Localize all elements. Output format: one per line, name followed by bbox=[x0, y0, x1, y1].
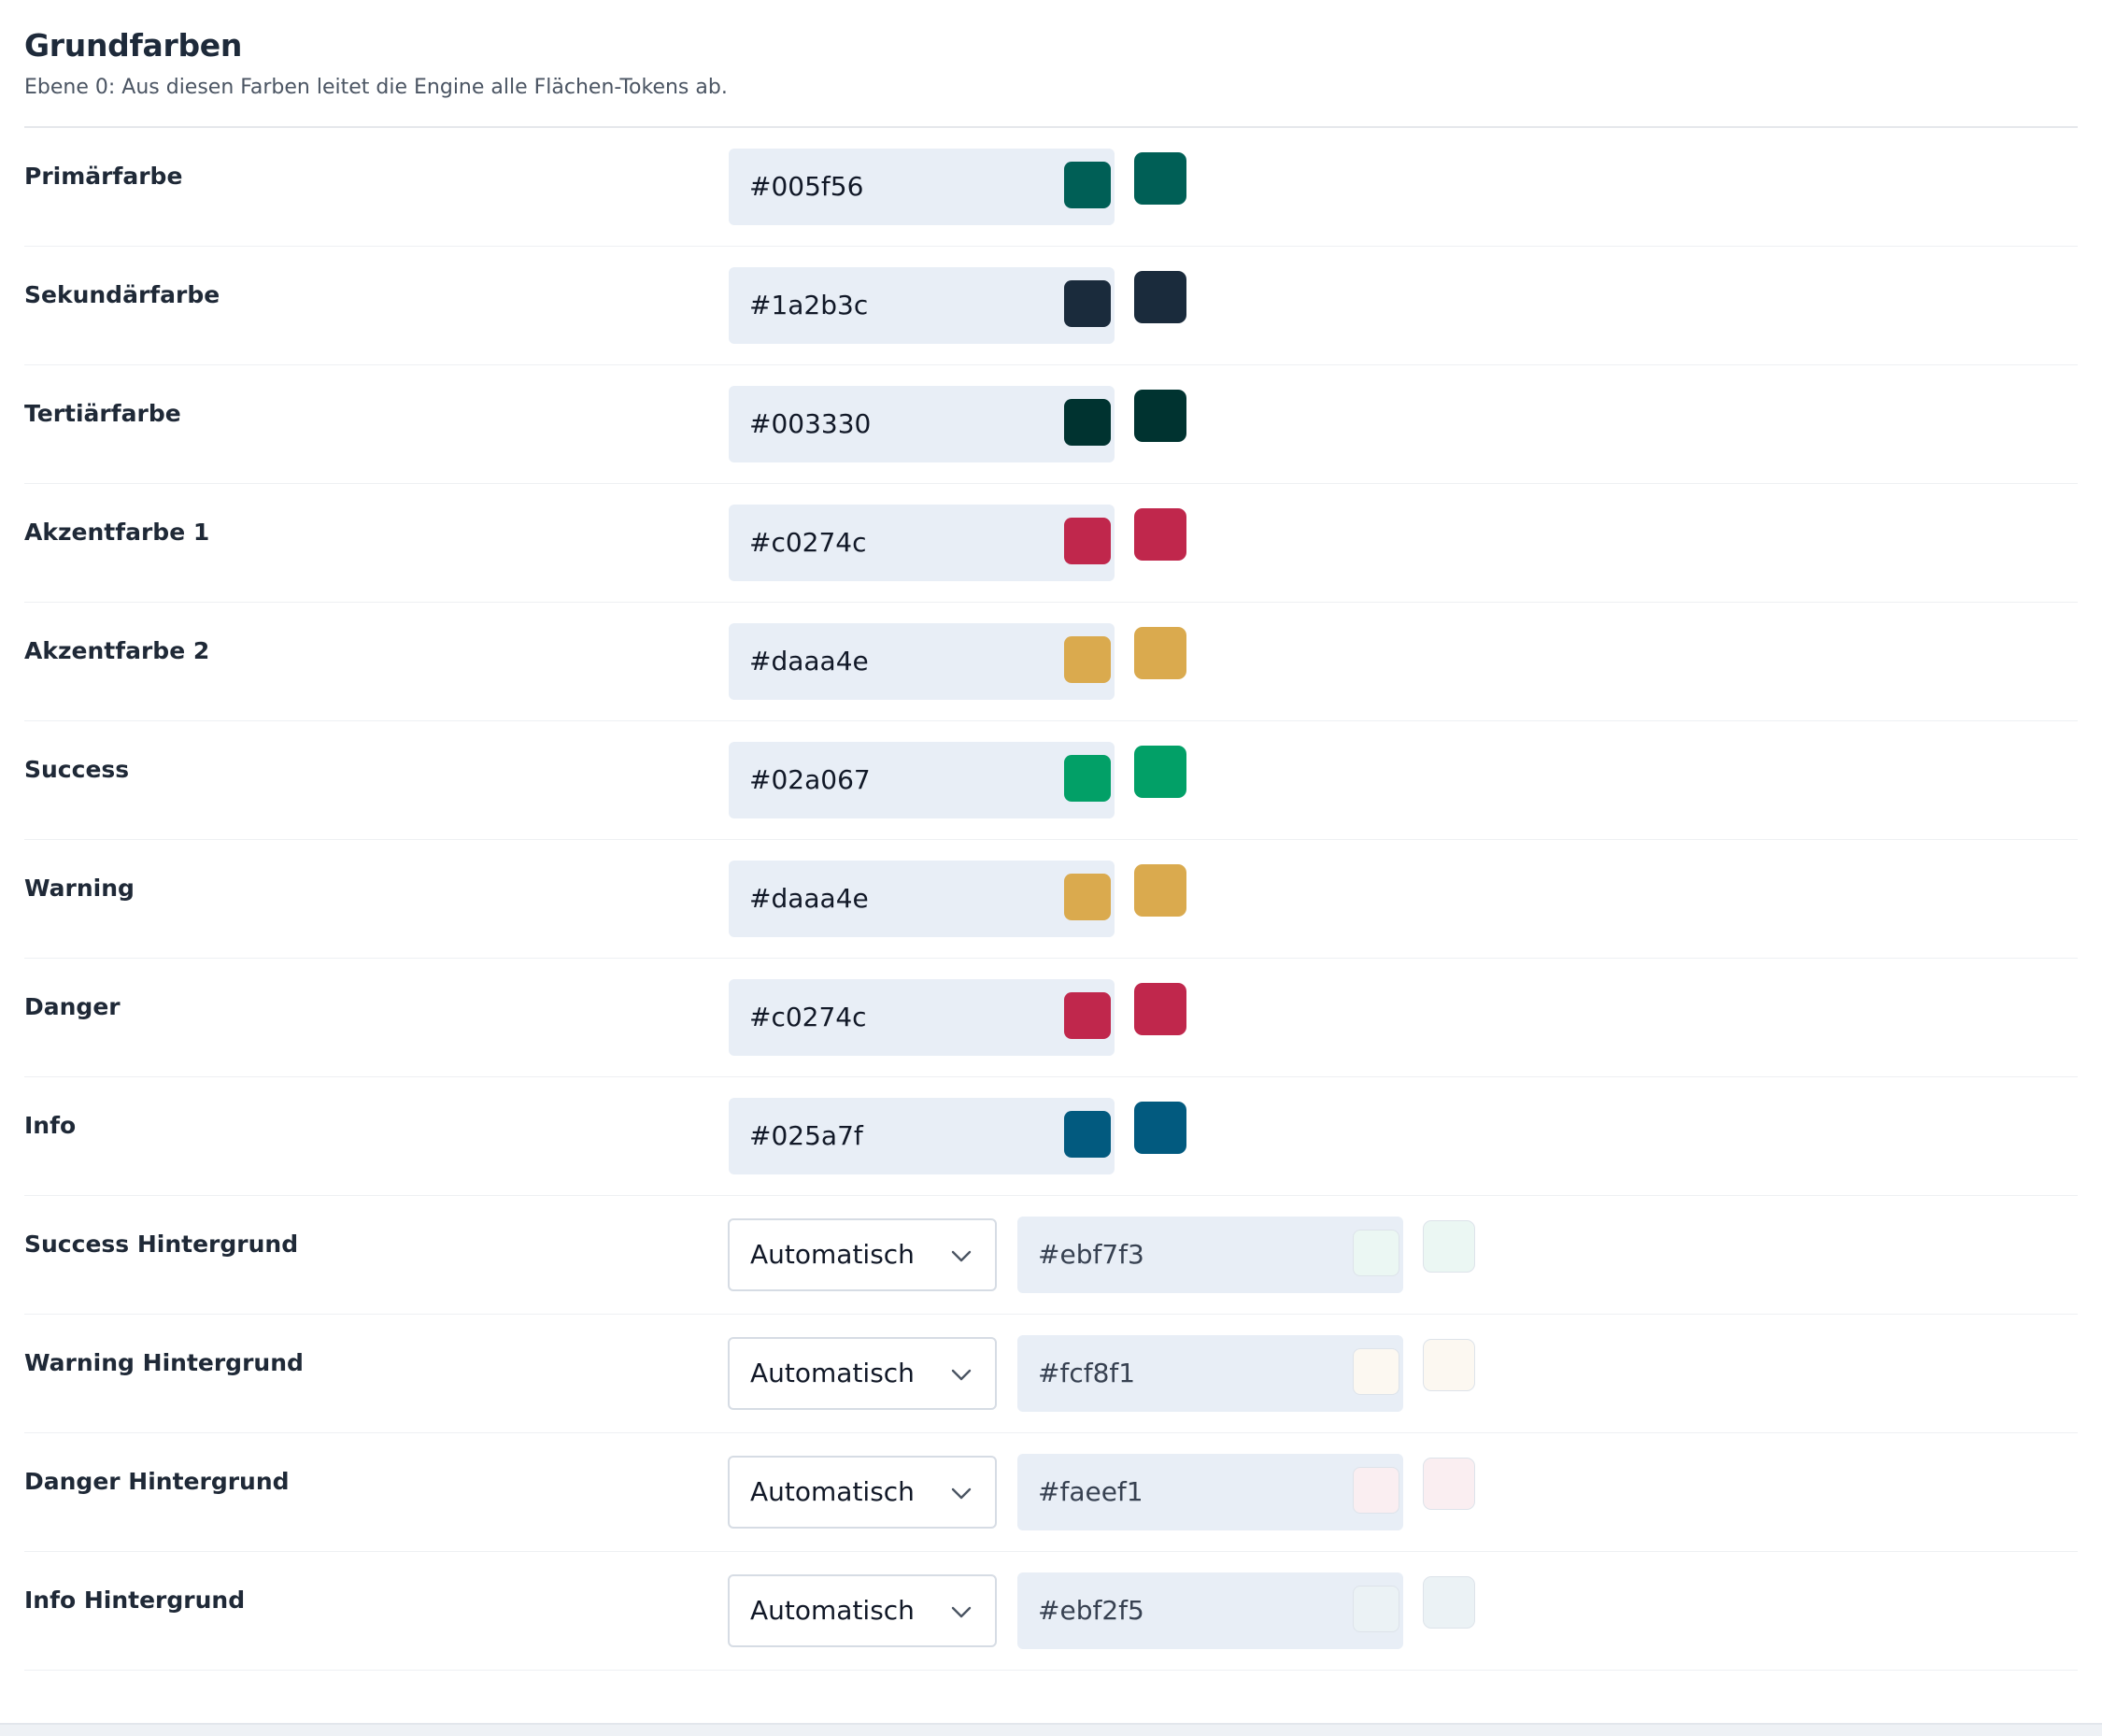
mode-select-value: Automatisch bbox=[750, 1595, 915, 1626]
hex-value: #1a2b3c bbox=[749, 290, 869, 320]
color-preview-swatch bbox=[1134, 864, 1186, 917]
mode-select[interactable]: Automatisch bbox=[728, 1337, 997, 1410]
hex-color-input[interactable]: #ebf7f3 bbox=[1017, 1217, 1403, 1293]
color-row-akzentfarbe-1: Akzentfarbe 1 #c0274c bbox=[24, 484, 2078, 603]
row-label: Akzentfarbe 2 bbox=[24, 637, 210, 664]
color-row-tertiaerfarbe: Tertiärfarbe #003330 bbox=[24, 365, 2078, 484]
color-preview-swatch bbox=[1134, 508, 1186, 561]
color-row-success: Success #02a067 bbox=[24, 721, 2078, 840]
color-row-akzentfarbe-2: Akzentfarbe 2 #daaa4e bbox=[24, 603, 2078, 721]
color-row-sekundaerfarbe: Sekundärfarbe #1a2b3c bbox=[24, 247, 2078, 365]
color-picker-swatch[interactable] bbox=[1064, 755, 1111, 802]
row-label: Danger bbox=[24, 993, 121, 1020]
row-label: Warning Hintergrund bbox=[24, 1349, 304, 1376]
footer-bar bbox=[0, 1723, 2102, 1736]
hex-value: #025a7f bbox=[749, 1120, 863, 1151]
row-label: Info bbox=[24, 1112, 77, 1139]
section-subtitle: Ebene 0: Aus diesen Farben leitet die En… bbox=[24, 76, 728, 99]
color-preview-swatch bbox=[1423, 1220, 1475, 1273]
row-label: Success Hintergrund bbox=[24, 1231, 299, 1258]
chevron-down-icon bbox=[951, 1606, 972, 1618]
color-preview-swatch bbox=[1423, 1339, 1475, 1391]
hex-value: #ebf7f3 bbox=[1038, 1239, 1144, 1270]
color-picker-swatch[interactable] bbox=[1064, 636, 1111, 683]
section-title: Grundfarben bbox=[24, 27, 243, 64]
hex-color-input[interactable]: #c0274c bbox=[729, 979, 1115, 1056]
mode-select[interactable]: Automatisch bbox=[728, 1218, 997, 1291]
row-label: Info Hintergrund bbox=[24, 1587, 246, 1614]
color-row-primaerfarbe: Primärfarbe #005f56 bbox=[24, 128, 2078, 247]
hex-color-input[interactable]: #daaa4e bbox=[729, 623, 1115, 700]
hex-color-input[interactable]: #c0274c bbox=[729, 505, 1115, 581]
row-label: Akzentfarbe 1 bbox=[24, 519, 210, 546]
row-label: Success bbox=[24, 756, 130, 783]
hex-color-input[interactable]: #ebf2f5 bbox=[1017, 1572, 1403, 1649]
color-preview-swatch bbox=[1423, 1458, 1475, 1510]
hex-value: #c0274c bbox=[749, 1002, 867, 1032]
row-label: Primärfarbe bbox=[24, 163, 183, 190]
color-picker-swatch[interactable] bbox=[1353, 1586, 1399, 1632]
color-preview-swatch bbox=[1134, 627, 1186, 679]
color-preview-swatch bbox=[1134, 152, 1186, 205]
color-picker-swatch[interactable] bbox=[1353, 1348, 1399, 1395]
color-row-info: Info #025a7f bbox=[24, 1077, 2078, 1196]
color-preview-swatch bbox=[1134, 746, 1186, 798]
row-label: Sekundärfarbe bbox=[24, 281, 220, 308]
chevron-down-icon bbox=[951, 1369, 972, 1381]
color-row-warning: Warning #daaa4e bbox=[24, 840, 2078, 959]
row-label: Warning bbox=[24, 875, 135, 902]
mode-select[interactable]: Automatisch bbox=[728, 1456, 997, 1529]
hex-value: #faeef1 bbox=[1038, 1476, 1143, 1507]
grundfarben-section: Grundfarben Ebene 0: Aus diesen Farben l… bbox=[24, 0, 2078, 1671]
color-row-info-hintergrund: Info Hintergrund Automatisch #ebf2f5 bbox=[24, 1552, 2078, 1671]
color-preview-swatch bbox=[1423, 1576, 1475, 1629]
chevron-down-icon bbox=[951, 1487, 972, 1500]
color-picker-swatch[interactable] bbox=[1064, 280, 1111, 327]
color-row-warning-hintergrund: Warning Hintergrund Automatisch #fcf8f1 bbox=[24, 1315, 2078, 1433]
row-label: Tertiärfarbe bbox=[24, 400, 181, 427]
hex-value: #ebf2f5 bbox=[1038, 1595, 1144, 1626]
hex-value: #daaa4e bbox=[749, 646, 869, 676]
color-picker-swatch[interactable] bbox=[1064, 874, 1111, 920]
mode-select-value: Automatisch bbox=[750, 1358, 915, 1388]
hex-value: #02a067 bbox=[749, 764, 871, 795]
color-picker-swatch[interactable] bbox=[1064, 992, 1111, 1039]
color-preview-swatch bbox=[1134, 271, 1186, 323]
color-row-danger: Danger #c0274c bbox=[24, 959, 2078, 1077]
color-settings-list: Primärfarbe #005f56 Sekundärfarbe #1a2b3… bbox=[24, 128, 2078, 1671]
hex-color-input[interactable]: #005f56 bbox=[729, 149, 1115, 225]
hex-color-input[interactable]: #025a7f bbox=[729, 1098, 1115, 1174]
hex-value: #005f56 bbox=[749, 171, 864, 202]
hex-color-input[interactable]: #faeef1 bbox=[1017, 1454, 1403, 1530]
color-picker-swatch[interactable] bbox=[1064, 162, 1111, 208]
color-picker-swatch[interactable] bbox=[1353, 1467, 1399, 1514]
color-row-success-hintergrund: Success Hintergrund Automatisch #ebf7f3 bbox=[24, 1196, 2078, 1315]
hex-value: #fcf8f1 bbox=[1038, 1358, 1136, 1388]
hex-color-input[interactable]: #fcf8f1 bbox=[1017, 1335, 1403, 1412]
color-picker-swatch[interactable] bbox=[1064, 1111, 1111, 1158]
color-preview-swatch bbox=[1134, 983, 1186, 1035]
hex-color-input[interactable]: #003330 bbox=[729, 386, 1115, 462]
hex-color-input[interactable]: #daaa4e bbox=[729, 861, 1115, 937]
color-picker-swatch[interactable] bbox=[1064, 518, 1111, 564]
hex-value: #003330 bbox=[749, 408, 872, 439]
chevron-down-icon bbox=[951, 1250, 972, 1262]
color-picker-swatch[interactable] bbox=[1064, 399, 1111, 446]
mode-select[interactable]: Automatisch bbox=[728, 1574, 997, 1647]
color-row-danger-hintergrund: Danger Hintergrund Automatisch #faeef1 bbox=[24, 1433, 2078, 1552]
row-label: Danger Hintergrund bbox=[24, 1468, 290, 1495]
hex-value: #daaa4e bbox=[749, 883, 869, 914]
color-picker-swatch[interactable] bbox=[1353, 1230, 1399, 1276]
divider bbox=[24, 126, 2078, 128]
hex-value: #c0274c bbox=[749, 527, 867, 558]
mode-select-value: Automatisch bbox=[750, 1239, 915, 1270]
color-preview-swatch bbox=[1134, 390, 1186, 442]
hex-color-input[interactable]: #1a2b3c bbox=[729, 267, 1115, 344]
mode-select-value: Automatisch bbox=[750, 1476, 915, 1507]
hex-color-input[interactable]: #02a067 bbox=[729, 742, 1115, 818]
color-preview-swatch bbox=[1134, 1102, 1186, 1154]
